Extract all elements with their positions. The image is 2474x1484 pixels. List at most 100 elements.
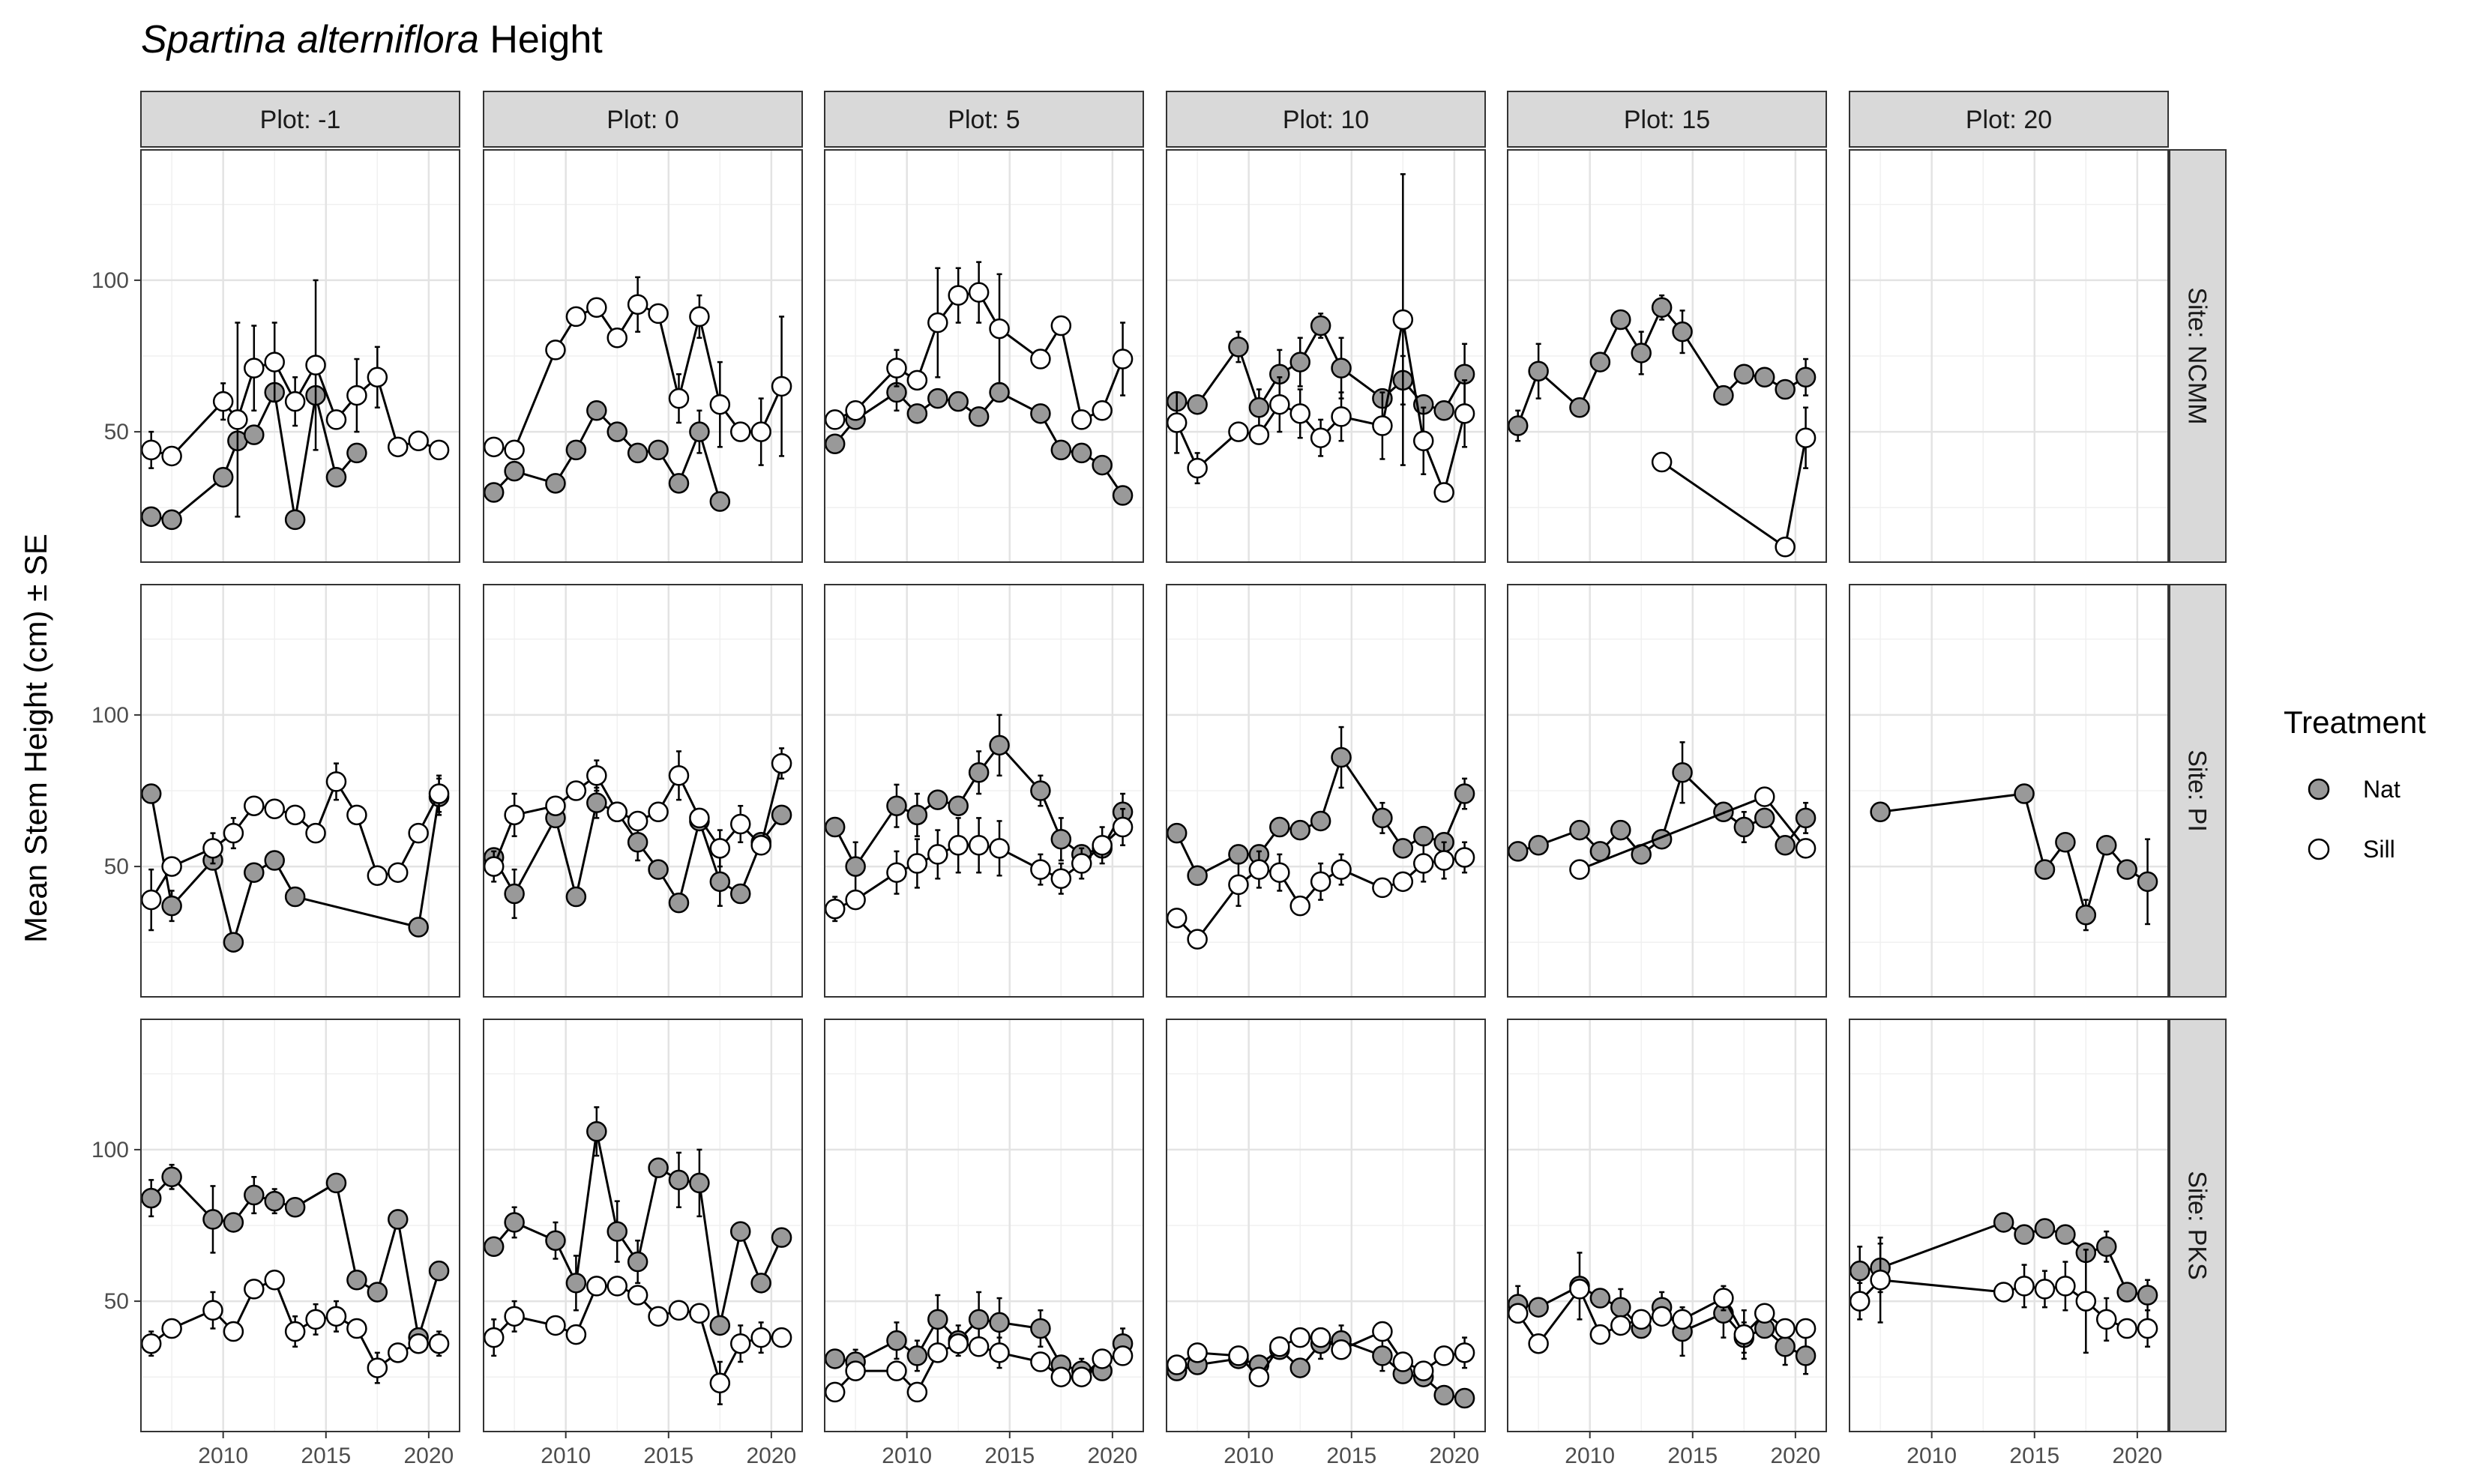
data-point (729, 883, 751, 905)
data-point (408, 430, 429, 451)
data-point (140, 1187, 162, 1209)
data-point (948, 285, 969, 306)
data-point (886, 862, 907, 883)
data-point (1331, 358, 1352, 378)
data-point (1248, 859, 1270, 880)
data-point (1050, 439, 1072, 461)
data-point (1433, 1345, 1454, 1366)
data-point (1289, 352, 1310, 372)
data-point (1187, 457, 1208, 479)
data-point (1775, 835, 1796, 856)
facet-panel: 2010 2015 2020 (1849, 1019, 2169, 1468)
data-point (1228, 421, 1249, 442)
data-point (648, 439, 669, 461)
y-tick-label: 50 (104, 1289, 129, 1314)
x-tick-label: 2020 (403, 1444, 454, 1468)
data-point (1528, 1297, 1549, 1318)
data-point (264, 850, 285, 871)
data-point (504, 804, 525, 826)
data-point (1795, 427, 1817, 448)
series-sill (1569, 786, 1817, 880)
data-point (387, 1342, 409, 1363)
data-point (729, 421, 751, 442)
data-point (545, 340, 566, 361)
data-point (2075, 1291, 2097, 1312)
data-point (1372, 877, 1393, 899)
data-point (483, 436, 505, 458)
column-strip-label: Plot: 0 (607, 106, 678, 134)
data-point (906, 403, 928, 424)
data-point (968, 835, 990, 856)
column-strip: Plot: 5 (824, 91, 1144, 148)
data-point (504, 1306, 525, 1327)
data-point (906, 804, 928, 826)
data-point (1754, 1303, 1775, 1324)
data-point (504, 1212, 525, 1233)
y-axis-title: Mean Stem Height (cm) ± SE (18, 534, 53, 943)
series-nat (483, 400, 731, 512)
column-strip: Plot: 20 (1849, 91, 2169, 148)
column-strip-bg (140, 91, 460, 148)
data-point (668, 473, 690, 494)
data-point (284, 886, 306, 908)
data-point (1775, 378, 1796, 400)
y-tick-label: 50 (104, 420, 129, 444)
data-point (244, 1184, 265, 1206)
facet-panel (1507, 584, 1827, 998)
series-sill (1166, 173, 1475, 503)
panel-border (140, 584, 460, 998)
data-point (1289, 1327, 1310, 1348)
data-point (565, 306, 587, 328)
column-strip: Plot: 15 (1507, 91, 1827, 148)
data-point (1269, 862, 1290, 883)
data-point (1631, 1309, 1652, 1330)
column-strip: Plot: -1 (140, 91, 460, 148)
data-point (264, 1270, 285, 1291)
panel-border (483, 149, 803, 563)
data-point (824, 898, 846, 920)
data-point (1030, 1318, 1051, 1339)
data-point (223, 1212, 244, 1233)
data-point (223, 932, 244, 953)
data-point (1849, 1260, 1870, 1282)
data-point (709, 871, 731, 893)
data-point (1310, 871, 1331, 893)
data-point (1050, 868, 1072, 890)
data-point (161, 856, 182, 877)
data-point (2034, 859, 2056, 880)
data-point (1733, 816, 1755, 838)
data-point (948, 390, 969, 412)
data-point (1372, 1321, 1393, 1342)
panel-border (1507, 584, 1827, 998)
data-point (989, 1342, 1010, 1363)
data-point (212, 467, 234, 488)
data-point (1228, 844, 1249, 865)
data-point (906, 853, 928, 874)
data-point (1507, 841, 1529, 862)
data-point (1071, 409, 1092, 430)
data-point (325, 1172, 347, 1194)
data-point (504, 460, 525, 482)
panel-border (1507, 149, 1827, 563)
series-sill (824, 808, 1134, 923)
x-tick-label: 2010 (1224, 1444, 1274, 1468)
facet-panel: 2010 2015 2020 (483, 1019, 803, 1468)
panel-border (1849, 1019, 2169, 1432)
data-point (648, 859, 669, 880)
data-point (1569, 859, 1590, 880)
data-point (565, 439, 587, 461)
data-point (387, 862, 409, 883)
data-point (1050, 828, 1072, 850)
data-point (1433, 1384, 1454, 1406)
data-point (483, 482, 505, 503)
data-point (1795, 838, 1817, 859)
data-point (2137, 1318, 2158, 1339)
legend-title: Treatment (2284, 705, 2426, 740)
data-point (264, 798, 285, 820)
chart-title-rest: Height (479, 18, 603, 61)
data-point (968, 282, 990, 303)
column-strip-label: Plot: 15 (1624, 106, 1710, 134)
chart-title: Spartina alterniflora Height (141, 18, 603, 61)
data-point (1289, 1357, 1310, 1378)
data-point (1993, 1282, 2014, 1303)
